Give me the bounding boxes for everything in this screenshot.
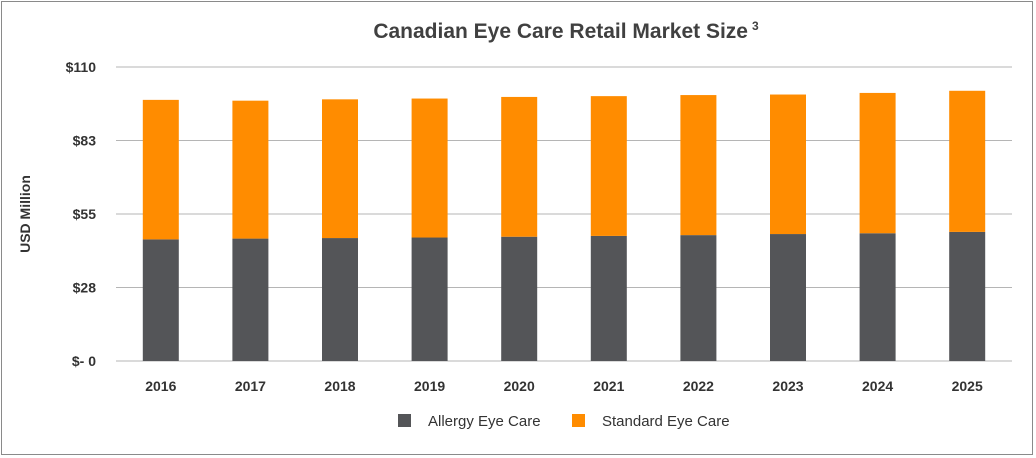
bar-standard-2018	[322, 99, 358, 239]
x-tick-label: 2024	[862, 378, 893, 394]
chart-title-superscript: 3	[752, 19, 759, 33]
y-axis-label: USD Million	[17, 175, 33, 253]
y-tick-label: $55	[73, 206, 97, 222]
y-tick-label: $83	[73, 133, 97, 149]
bar-standard-2020	[501, 96, 538, 237]
x-tick-label: 2025	[952, 378, 983, 394]
bar-standard-2023	[770, 94, 806, 235]
axes: $- 0 $28 $55 $83 $110 2016 2017 2018 2019 2020 202…	[66, 59, 983, 394]
bar-allergy-2020	[501, 236, 538, 361]
bar-allergy-2019	[411, 237, 448, 361]
bar-standard-2025	[949, 90, 986, 232]
x-tick-label: 2021	[593, 378, 624, 394]
bar-allergy-2017	[232, 238, 269, 361]
bar-allergy-2023	[770, 234, 806, 361]
legend-swatch	[572, 414, 585, 427]
y-tick-label: $110	[66, 59, 97, 75]
bar-allergy-2018	[322, 238, 358, 361]
y-tick-label: $28	[73, 280, 97, 296]
bar-standard-2016	[142, 99, 179, 240]
x-tick-label: 2017	[235, 378, 266, 394]
chart-title-text: Canadian Eye Care Retail Market Size	[373, 20, 748, 43]
legend-label: Standard Eye Care	[602, 413, 730, 430]
bar-standard-2017	[232, 100, 269, 239]
bar-standard-2021	[590, 96, 627, 236]
bar-allergy-2024	[859, 233, 896, 361]
bar-standard-2019	[411, 98, 448, 238]
x-tick-label: 2023	[772, 378, 803, 394]
bar-standard-2022	[680, 95, 717, 236]
bar-allergy-2021	[590, 235, 627, 361]
bar-allergy-2022	[680, 235, 717, 361]
x-tick-label: 2019	[414, 378, 445, 394]
legend: Allergy Eye Care Standard Eye Care	[398, 413, 730, 430]
bar-allergy-2016	[142, 239, 179, 361]
legend-label: Allergy Eye Care	[428, 413, 541, 430]
x-tick-label: 2020	[504, 378, 535, 394]
bars	[142, 90, 986, 361]
bar-allergy-2025	[949, 231, 986, 361]
x-tick-label: 2022	[683, 378, 714, 394]
legend-swatch	[398, 414, 411, 427]
x-tick-label: 2018	[324, 378, 355, 394]
y-tick-label: $- 0	[72, 353, 96, 369]
chart-title: Canadian Eye Care Retail Market Size 3	[373, 19, 759, 43]
x-tick-label: 2016	[145, 378, 176, 394]
bar-standard-2024	[859, 92, 896, 234]
